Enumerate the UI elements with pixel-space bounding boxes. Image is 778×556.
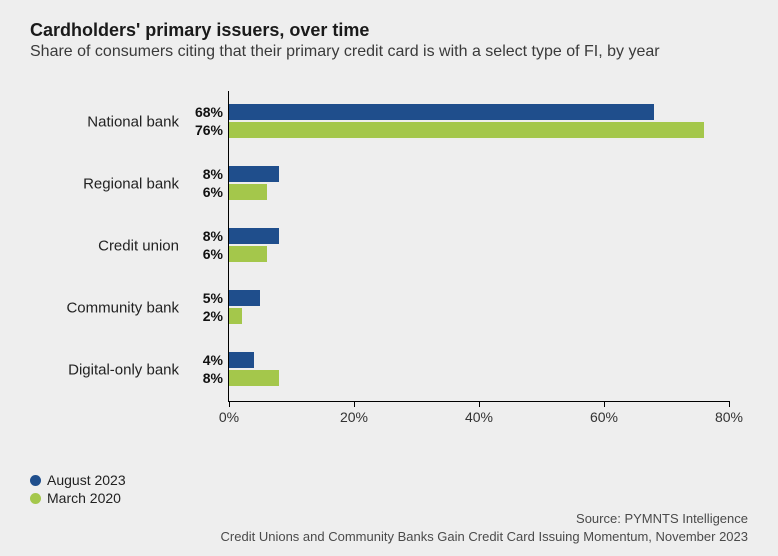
x-tick <box>604 401 605 407</box>
bar-group: Credit union8%6% <box>229 218 729 274</box>
legend-label: August 2023 <box>47 472 126 488</box>
bar <box>229 166 279 182</box>
bar-value-label: 8% <box>203 228 223 244</box>
x-tick <box>229 401 230 407</box>
bar-value-label: 76% <box>195 122 223 138</box>
footnote-line: Credit Unions and Community Banks Gain C… <box>221 529 748 544</box>
x-tick-label: 40% <box>465 409 493 425</box>
bar <box>229 104 654 120</box>
x-tick-label: 80% <box>715 409 743 425</box>
bar <box>229 290 260 306</box>
bar-value-label: 8% <box>203 370 223 386</box>
bar <box>229 370 279 386</box>
bar-value-label: 68% <box>195 104 223 120</box>
bar-value-label: 6% <box>203 184 223 200</box>
legend: August 2023 March 2020 <box>30 472 126 508</box>
source-line: Source: PYMNTS Intelligence <box>576 511 748 526</box>
bar-value-label: 8% <box>203 166 223 182</box>
bar <box>229 352 254 368</box>
bar <box>229 246 267 262</box>
x-tick-label: 60% <box>590 409 618 425</box>
category-label: Credit union <box>98 238 179 255</box>
bar-value-label: 5% <box>203 290 223 306</box>
bar <box>229 228 279 244</box>
bar <box>229 184 267 200</box>
bar-value-label: 6% <box>203 246 223 262</box>
bar-value-label: 4% <box>203 352 223 368</box>
legend-item: August 2023 <box>30 472 126 488</box>
chart-subtitle: Share of consumers citing that their pri… <box>30 43 748 61</box>
x-tick <box>729 401 730 407</box>
plot-area: 0%20%40%60%80%National bank68%76%Regiona… <box>228 91 729 402</box>
legend-swatch <box>30 493 41 504</box>
category-label: Regional bank <box>83 176 179 193</box>
bar-group: National bank68%76% <box>229 94 729 150</box>
x-tick <box>354 401 355 407</box>
bar-group: Regional bank8%6% <box>229 156 729 212</box>
legend-swatch <box>30 475 41 486</box>
legend-label: March 2020 <box>47 490 121 506</box>
x-tick <box>479 401 480 407</box>
x-tick-label: 0% <box>219 409 239 425</box>
chart-container: Cardholders' primary issuers, over time … <box>0 0 778 556</box>
bar-value-label: 2% <box>203 308 223 324</box>
legend-item: March 2020 <box>30 490 126 506</box>
chart-area: 0%20%40%60%80%National bank68%76%Regiona… <box>30 81 730 441</box>
bar <box>229 122 704 138</box>
chart-title: Cardholders' primary issuers, over time <box>30 20 748 41</box>
x-tick-label: 20% <box>340 409 368 425</box>
bar-group: Community bank5%2% <box>229 280 729 336</box>
category-label: National bank <box>87 114 179 131</box>
bar-group: Digital-only bank4%8% <box>229 342 729 398</box>
category-label: Community bank <box>66 300 179 317</box>
bar <box>229 308 242 324</box>
category-label: Digital-only bank <box>68 362 179 379</box>
